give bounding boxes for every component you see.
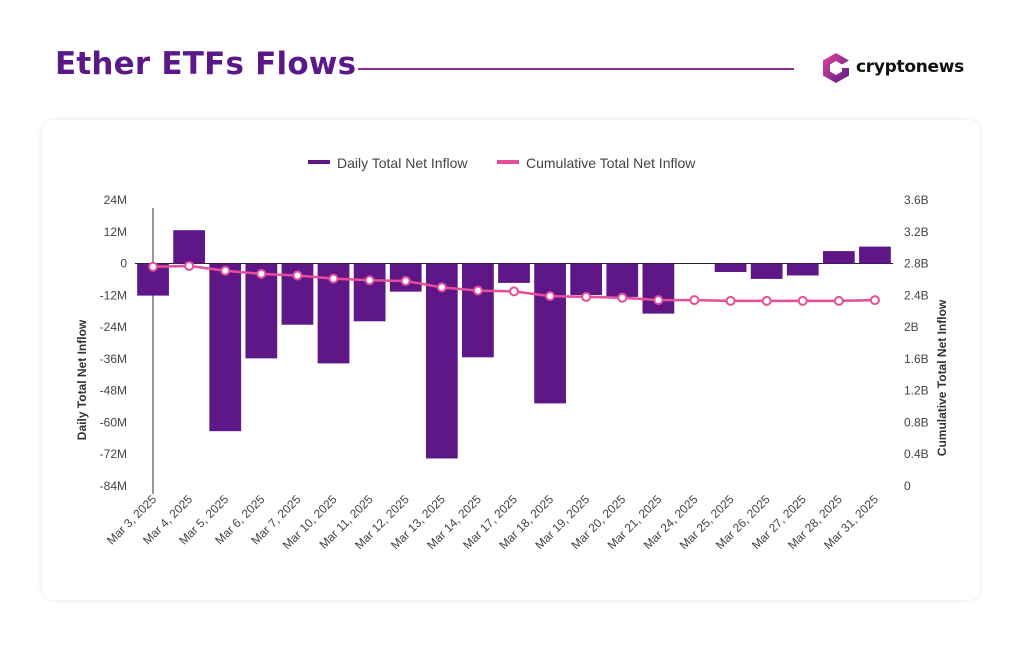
left-tick-label: 24M	[104, 193, 127, 207]
legend-swatch-daily	[308, 160, 330, 164]
cumulative-point	[833, 295, 844, 306]
left-tick-label: 12M	[104, 225, 127, 239]
left-tick-label: -72M	[100, 447, 127, 461]
daily-bar	[822, 251, 855, 264]
cumulative-point	[220, 265, 231, 276]
cumulative-point	[148, 261, 159, 272]
cumulative-point	[545, 291, 556, 302]
title-divider	[358, 68, 794, 70]
daily-bar	[462, 263, 494, 358]
cumulative-point	[581, 291, 592, 302]
daily-bar	[859, 246, 891, 264]
cumulative-point	[328, 273, 339, 284]
cumulative-point	[869, 295, 880, 306]
right-axis-label: Cumulative Total Net Inflow	[935, 299, 949, 456]
left-tick-label: -84M	[100, 479, 127, 493]
daily-bar	[606, 263, 639, 297]
cumulative-point	[725, 295, 736, 306]
daily-bar	[173, 230, 206, 264]
page-title: Ether ETFs Flows	[55, 46, 357, 82]
cumulative-point	[761, 295, 772, 306]
cryptonews-hexagon-logo-icon	[823, 53, 849, 83]
daily-bar	[425, 263, 458, 459]
daily-bar	[353, 263, 386, 322]
daily-bar	[750, 263, 783, 279]
right-tick-label: 0	[904, 479, 911, 493]
header: Ether ETFs Flows cryptonews	[0, 0, 1024, 110]
cumulative-point	[472, 285, 483, 296]
cumulative-point	[256, 268, 267, 279]
cumulative-point	[292, 270, 303, 281]
right-tick-label: 3.6B	[904, 193, 929, 207]
right-tick-label: 2B	[904, 320, 919, 334]
daily-bar	[570, 263, 603, 296]
cumulative-point	[797, 295, 808, 306]
right-tick-label: 1.6B	[904, 352, 929, 366]
left-tick-label: -48M	[100, 384, 127, 398]
legend-label-cumulative: Cumulative Total Net Inflow	[526, 155, 696, 171]
cumulative-points	[148, 260, 880, 306]
left-tick-label: -60M	[100, 415, 127, 429]
brand-name: cryptonews	[856, 57, 964, 77]
right-tick-label: 3.2B	[904, 225, 929, 239]
left-tick-label: -12M	[100, 288, 127, 302]
left-tick-label: -36M	[100, 352, 127, 366]
daily-bar	[498, 263, 530, 283]
left-axis-ticks: 24M 12M 0 -12M -24M -36M -48M -60M -72M -84M	[100, 193, 128, 493]
left-tick-label: -24M	[100, 320, 127, 334]
left-axis-label: Daily Total Net Inflow	[75, 319, 89, 440]
cumulative-point	[617, 292, 628, 303]
cumulative-point	[436, 282, 447, 293]
chart-card	[42, 120, 980, 600]
right-tick-label: 0.8B	[904, 415, 929, 429]
legend-label-daily: Daily Total Net Inflow	[337, 155, 468, 171]
daily-bar	[209, 263, 242, 432]
legend-swatch-cumulative	[497, 160, 519, 164]
right-axis-ticks: 3.6B 3.2B 2.8B 2.4B 2B 1.6B 1.2B 0.8B 0.4B 0	[904, 193, 929, 493]
daily-bar	[245, 263, 278, 359]
legend: Daily Total Net Inflow Cumulative Total …	[308, 155, 696, 171]
cumulative-point	[509, 286, 519, 297]
cumulative-point	[400, 276, 411, 287]
daily-bar	[786, 263, 819, 276]
daily-bar	[642, 263, 675, 314]
daily-bar	[714, 263, 747, 273]
daily-bar	[534, 263, 566, 404]
daily-bars	[137, 230, 891, 459]
right-tick-label: 2.8B	[904, 257, 929, 271]
left-tick-label: 0	[120, 257, 127, 271]
cumulative-point	[184, 260, 195, 271]
cumulative-point	[364, 275, 375, 286]
right-tick-label: 2.4B	[904, 288, 929, 302]
cumulative-point	[689, 295, 700, 306]
right-tick-label: 0.4B	[904, 447, 929, 461]
right-tick-label: 1.2B	[904, 384, 929, 398]
cumulative-point	[653, 295, 664, 306]
